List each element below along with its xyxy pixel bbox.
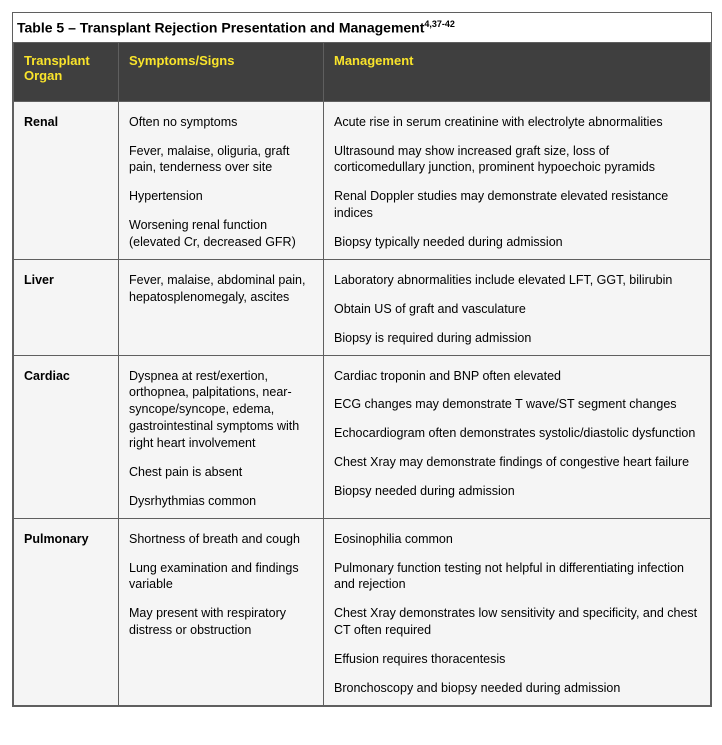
management-item: Renal Doppler studies may demonstrate el… <box>334 188 700 222</box>
organ-cell: Pulmonary <box>14 518 119 705</box>
rejection-table: Transplant Organ Symptoms/Signs Manageme… <box>13 42 711 706</box>
management-item: Ultrasound may show increased graft size… <box>334 143 700 177</box>
symptom-item: Lung examination and findings variable <box>129 560 313 594</box>
table-row: Renal Often no symptoms Fever, malaise, ol… <box>14 101 711 259</box>
management-item: Effusion requires thoracentesis <box>334 651 700 668</box>
organ-cell: Liver <box>14 259 119 355</box>
table-row: Liver Fever, malaise, abdominal pain, hep… <box>14 259 711 355</box>
title-text: Table 5 – Transplant Rejection Presentat… <box>17 20 424 36</box>
management-item: Biopsy typically needed during admission <box>334 234 700 251</box>
symptoms-cell: Shortness of breath and cough Lung examin… <box>119 518 324 705</box>
management-cell: Cardiac troponin and BNP often elevated E… <box>324 355 711 518</box>
management-item: Echocardiogram often demonstrates systol… <box>334 425 700 442</box>
symptom-item: May present with respiratory distress or… <box>129 605 313 639</box>
symptom-item: Fever, malaise, oliguria, graft pain, te… <box>129 143 313 177</box>
symptom-item: Shortness of breath and cough <box>129 531 313 548</box>
organ-cell: Renal <box>14 101 119 259</box>
symptom-item: Chest pain is absent <box>129 464 313 481</box>
management-item: Obtain US of graft and vasculature <box>334 301 700 318</box>
management-item: Bronchoscopy and biopsy needed during ad… <box>334 680 700 697</box>
management-item: Biopsy is required during admission <box>334 330 700 347</box>
management-item: Biopsy needed during admission <box>334 483 700 500</box>
col-header-management: Management <box>324 42 711 101</box>
table-body: Renal Often no symptoms Fever, malaise, ol… <box>14 101 711 705</box>
management-cell: Acute rise in serum creatinine with elec… <box>324 101 711 259</box>
management-item: Chest Xray may demonstrate findings of c… <box>334 454 700 471</box>
table-container: Table 5 – Transplant Rejection Presentat… <box>12 12 712 707</box>
symptom-item: Fever, malaise, abdominal pain, hepatosp… <box>129 272 313 306</box>
table-row: Pulmonary Shortness of breath and cough Lu… <box>14 518 711 705</box>
symptom-item: Dysrhythmias common <box>129 493 313 510</box>
symptoms-cell: Fever, malaise, abdominal pain, hepatosp… <box>119 259 324 355</box>
table-row: CardiacDyspnea at rest/exertion, orthopn… <box>14 355 711 518</box>
management-cell: Eosinophilia common Pulmonary function te… <box>324 518 711 705</box>
management-item: Acute rise in serum creatinine with elec… <box>334 114 700 131</box>
management-cell: Laboratory abnormalities include elevate… <box>324 259 711 355</box>
symptom-item: Hypertension <box>129 188 313 205</box>
management-item: Chest Xray demonstrates low sensitivity … <box>334 605 700 639</box>
symptom-item: Dyspnea at rest/exertion, orthopnea, pal… <box>129 368 313 452</box>
management-item: Laboratory abnormalities include elevate… <box>334 272 700 289</box>
title-citation: 4,37-42 <box>424 19 455 29</box>
symptoms-cell: Dyspnea at rest/exertion, orthopnea, pal… <box>119 355 324 518</box>
management-item: Eosinophilia common <box>334 531 700 548</box>
col-header-organ: Transplant Organ <box>14 42 119 101</box>
symptoms-cell: Often no symptoms Fever, malaise, oliguri… <box>119 101 324 259</box>
col-header-symptoms: Symptoms/Signs <box>119 42 324 101</box>
symptom-item: Often no symptoms <box>129 114 313 131</box>
management-item: Pulmonary function testing not helpful i… <box>334 560 700 594</box>
symptom-item: Worsening renal function (elevated Cr, d… <box>129 217 313 251</box>
management-item: ECG changes may demonstrate T wave/ST se… <box>334 396 700 413</box>
organ-cell: Cardiac <box>14 355 119 518</box>
table-title: Table 5 – Transplant Rejection Presentat… <box>13 13 711 42</box>
management-item: Cardiac troponin and BNP often elevated <box>334 368 700 385</box>
header-row: Transplant Organ Symptoms/Signs Manageme… <box>14 42 711 101</box>
